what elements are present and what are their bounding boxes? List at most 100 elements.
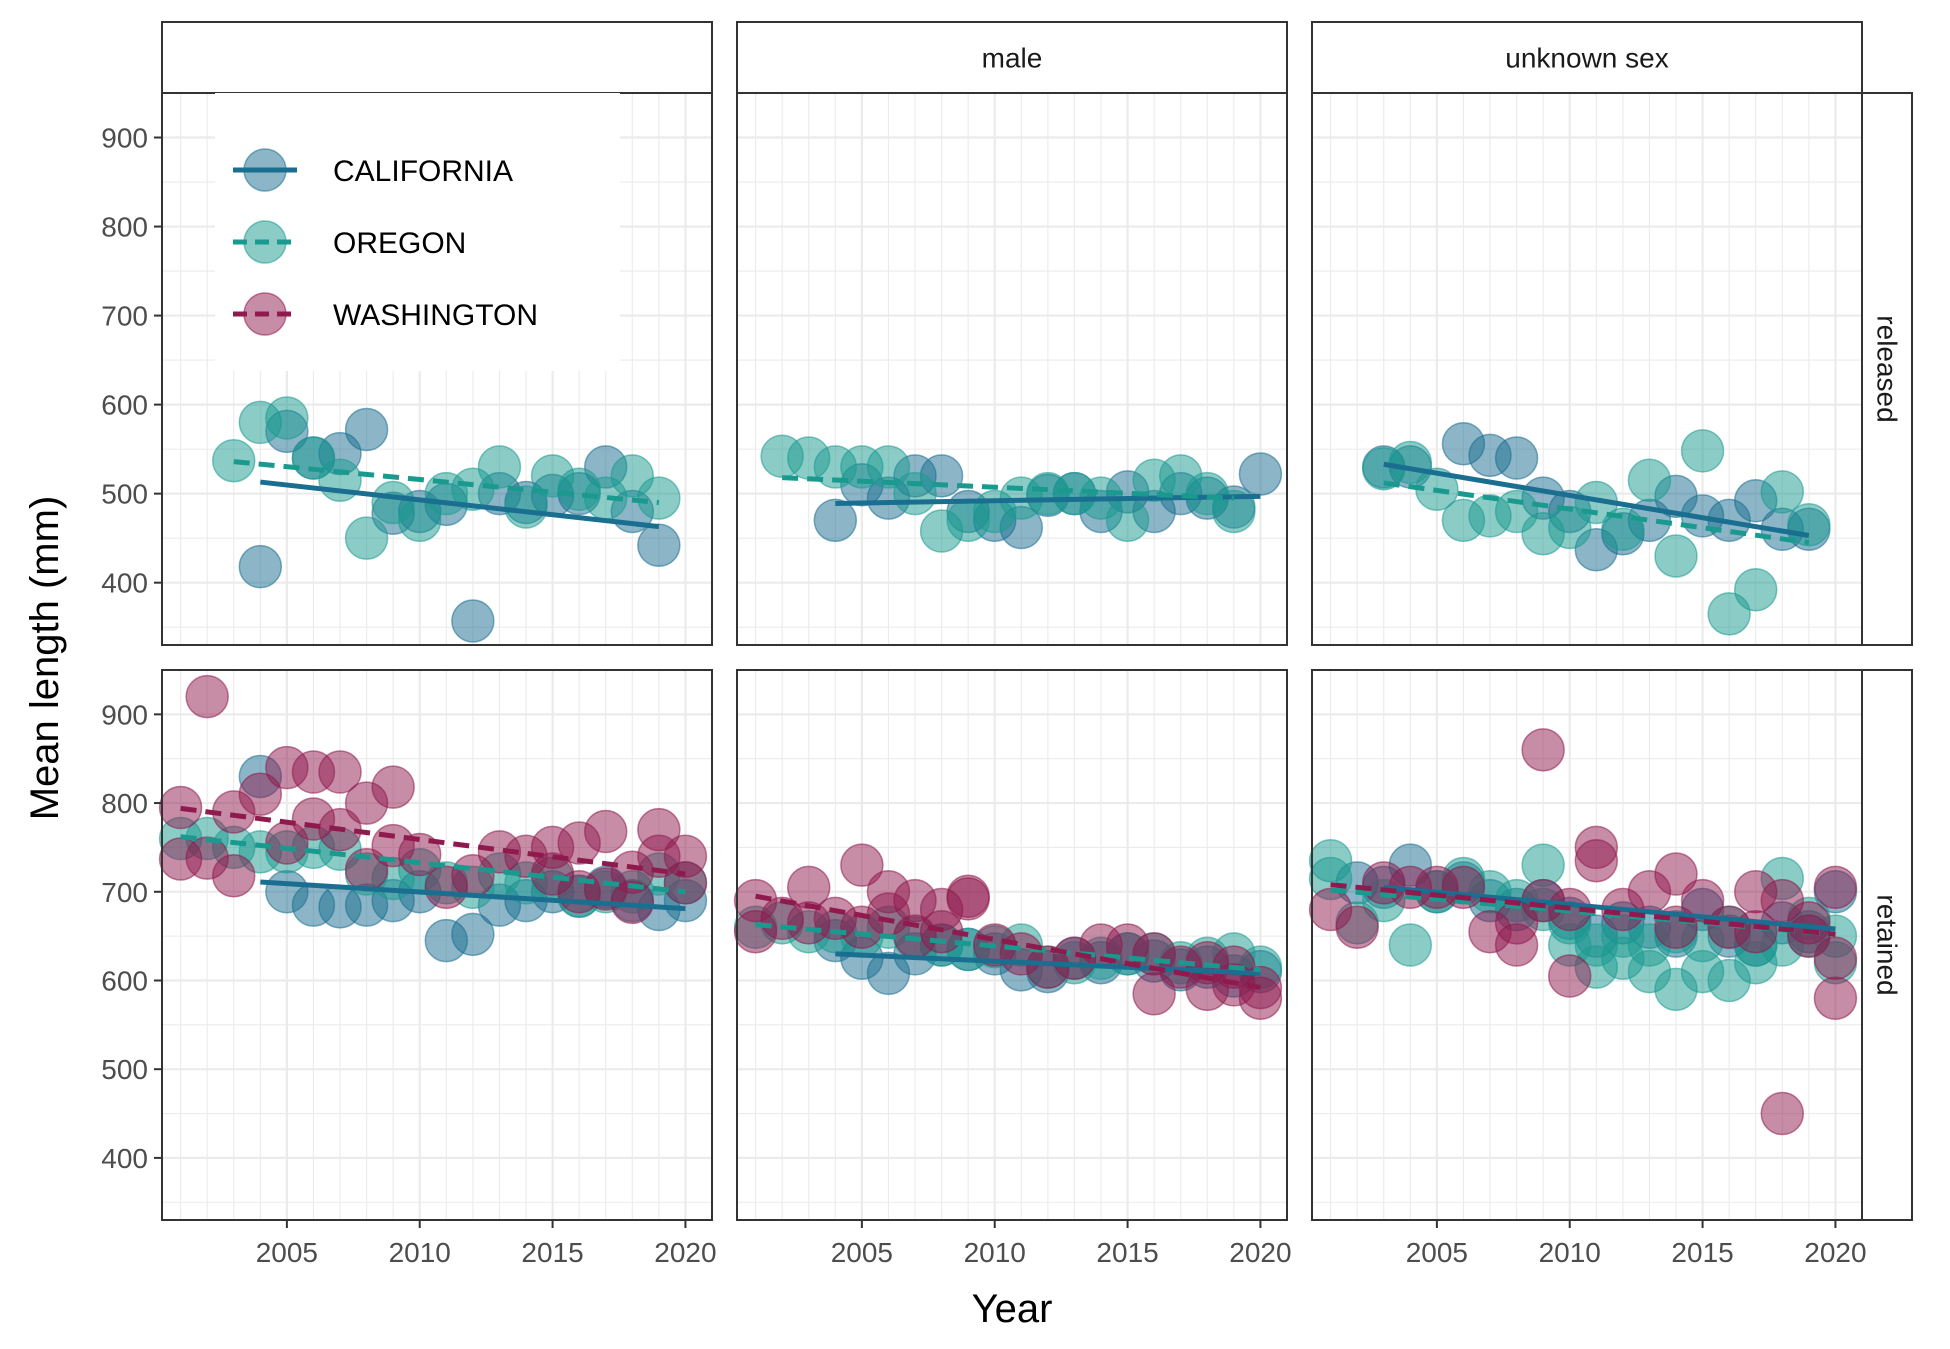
trend-line-oregon xyxy=(180,834,686,895)
point-california xyxy=(1238,452,1283,496)
trend-line-california xyxy=(1383,461,1810,538)
legend: CALIFORNIA OREGON WASHINGTON xyxy=(215,93,620,371)
point-oregon xyxy=(211,438,256,483)
trend-line-oregon xyxy=(782,475,1234,501)
x-tick-label: 2015 xyxy=(1671,1237,1733,1268)
point-washington xyxy=(318,750,362,794)
trend-line-washington xyxy=(755,893,1261,991)
panel-1-1-marks xyxy=(733,843,1283,1020)
point-washington xyxy=(1813,976,1858,1020)
x-tick-label: 2010 xyxy=(389,1237,451,1268)
panel-0-1-marks xyxy=(760,434,1283,553)
column-strip-label: male xyxy=(982,43,1043,74)
panels-layer: 400 500 600 700 800 900 400 500 600 700 800 900 2005… xyxy=(101,92,1867,1268)
trend-line-california xyxy=(1383,884,1836,932)
point-washington xyxy=(1654,852,1698,896)
x-tick-label: 2020 xyxy=(654,1237,716,1268)
trend-line-oregon xyxy=(755,922,1261,973)
point-oregon xyxy=(477,445,522,489)
x-tick-label: 2015 xyxy=(1096,1237,1158,1268)
y-tick-label: 400 xyxy=(101,1143,148,1174)
x-tick-label: 2010 xyxy=(964,1237,1026,1268)
legend-label-california: CALIFORNIA xyxy=(333,155,513,188)
point-washington xyxy=(158,785,203,830)
point-washington xyxy=(238,772,283,816)
trend-line-california xyxy=(260,479,660,530)
point-washington xyxy=(1760,1091,1805,1136)
y-tick-label: 500 xyxy=(101,479,148,510)
panel-border xyxy=(161,669,713,1221)
point-oregon xyxy=(637,476,681,520)
y-tick-label: 600 xyxy=(101,965,148,996)
x-axis-title: Year xyxy=(972,1287,1053,1331)
row-strip-label: released xyxy=(1872,315,1903,422)
panel-0-2-marks xyxy=(1361,422,1831,636)
y-tick-label: 900 xyxy=(101,123,148,154)
y-tick-label: 600 xyxy=(101,390,148,421)
y-axis-title: Mean length (mm) xyxy=(23,496,67,821)
point-washington xyxy=(1813,936,1858,981)
trend-line-california xyxy=(835,951,1261,976)
trend-line-washington xyxy=(1330,882,1836,937)
y-tick-label: 700 xyxy=(101,301,148,332)
x-tick-label: 2010 xyxy=(1539,1237,1601,1268)
y-tick-label: 500 xyxy=(101,1054,148,1085)
point-washington xyxy=(1813,865,1858,910)
point-california xyxy=(1494,436,1539,480)
point-oregon xyxy=(265,396,309,440)
trend-line-california xyxy=(260,879,686,912)
point-oregon xyxy=(1388,923,1433,967)
panel-border xyxy=(736,669,1288,1221)
y-tick-label: 800 xyxy=(101,212,148,243)
point-washington xyxy=(1335,905,1379,950)
panel-1-2-marks xyxy=(1308,728,1858,1136)
point-washington xyxy=(1521,728,1565,772)
point-oregon xyxy=(1680,429,1725,473)
x-tick-label: 2020 xyxy=(1229,1237,1291,1268)
point-washington xyxy=(1547,954,1592,998)
trend-line-oregon xyxy=(1383,480,1810,546)
point-oregon xyxy=(1760,470,1805,514)
panel-0-1 xyxy=(737,92,1287,645)
point-california xyxy=(637,523,681,568)
trend-line-oregon xyxy=(233,459,660,506)
row-strip xyxy=(1861,92,1913,646)
row-strip-label: retained xyxy=(1872,894,1903,995)
x-tick-label: 2020 xyxy=(1804,1237,1866,1268)
x-tick-label: 2015 xyxy=(521,1237,583,1268)
y-tick-label: 900 xyxy=(101,699,148,730)
column-strip xyxy=(1311,21,1863,94)
point-washington xyxy=(663,861,708,905)
strips-layer: male unknown sex released retained xyxy=(161,21,1913,1221)
point-oregon xyxy=(1654,534,1698,578)
point-washington xyxy=(946,877,990,921)
y-tick-label: 400 xyxy=(101,568,148,599)
point-washington xyxy=(1680,878,1725,923)
panel-1-0-marks xyxy=(158,674,708,963)
point-washington xyxy=(185,674,229,719)
trend-line-oregon xyxy=(1330,887,1836,937)
point-oregon xyxy=(893,471,937,516)
point-oregon xyxy=(1105,498,1150,543)
point-california xyxy=(238,544,283,589)
x-tick-label: 2005 xyxy=(1406,1237,1468,1268)
point-california xyxy=(344,407,389,452)
point-california xyxy=(451,912,495,957)
column-strip xyxy=(161,21,713,94)
point-washington xyxy=(583,809,628,854)
panel-background xyxy=(737,93,1287,645)
trend-line-washington xyxy=(180,805,686,877)
point-washington xyxy=(840,843,884,887)
point-california xyxy=(451,599,495,643)
row-strip xyxy=(1861,669,1913,1221)
y-tick-label: 800 xyxy=(101,788,148,819)
y-tick-label: 700 xyxy=(101,877,148,908)
point-oregon xyxy=(1627,458,1672,503)
point-california xyxy=(813,498,858,543)
point-oregon xyxy=(344,516,389,560)
point-oregon xyxy=(866,445,911,489)
column-strip xyxy=(736,21,1288,94)
point-washington xyxy=(1574,838,1619,883)
point-washington xyxy=(211,854,256,898)
